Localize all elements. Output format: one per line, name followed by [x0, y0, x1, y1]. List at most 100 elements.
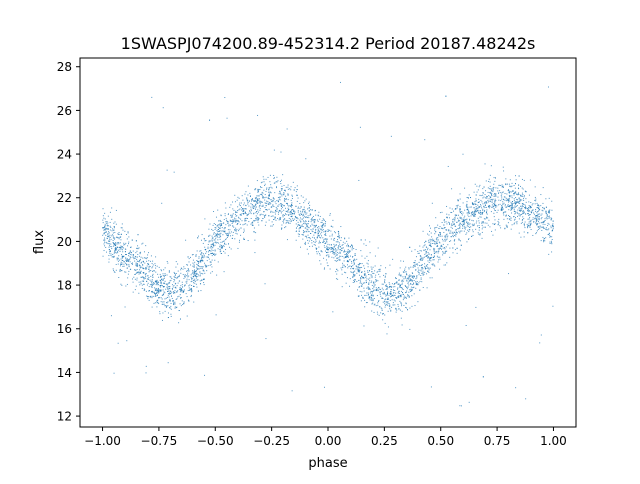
data-point: [486, 211, 488, 213]
data-point: [332, 311, 334, 313]
data-point: [512, 191, 514, 193]
data-point: [306, 212, 308, 214]
data-point: [326, 262, 328, 264]
data-point: [193, 263, 195, 265]
data-point: [261, 181, 263, 183]
data-point: [196, 270, 198, 272]
data-point: [411, 276, 413, 278]
data-point: [185, 275, 187, 277]
data-point: [188, 275, 190, 277]
data-point: [521, 221, 523, 223]
data-point: [459, 217, 461, 219]
data-point: [213, 254, 215, 255]
data-point: [257, 219, 259, 221]
data-point: [400, 274, 402, 276]
data-point: [230, 248, 232, 250]
data-point: [237, 196, 239, 198]
data-point: [382, 297, 384, 299]
data-point: [375, 287, 377, 289]
data-point: [354, 254, 356, 256]
data-point: [333, 249, 335, 251]
data-point: [224, 243, 225, 245]
data-point: [494, 202, 496, 204]
data-point: [543, 238, 545, 240]
data-point: [150, 275, 152, 277]
data-point: [365, 294, 367, 296]
data-point: [434, 248, 436, 250]
data-point: [442, 252, 444, 254]
data-point: [216, 234, 218, 236]
data-point: [520, 222, 522, 224]
data-point: [251, 222, 253, 224]
data-point: [509, 215, 511, 217]
data-point: [389, 300, 391, 302]
data-point: [201, 267, 203, 269]
data-point: [224, 213, 226, 215]
data-point: [436, 241, 438, 243]
data-point: [551, 238, 553, 240]
data-point: [517, 209, 519, 211]
data-point: [298, 233, 300, 235]
data-point: [243, 202, 245, 204]
data-point: [319, 260, 321, 262]
data-point: [421, 268, 423, 270]
data-point: [132, 291, 134, 293]
data-point: [521, 199, 523, 201]
data-point: [103, 217, 105, 219]
data-point: [527, 232, 529, 234]
data-point: [354, 274, 356, 276]
data-point: [292, 181, 294, 183]
data-point: [402, 271, 404, 273]
data-point: [372, 295, 374, 297]
data-point: [485, 201, 487, 203]
data-point: [515, 212, 517, 214]
data-point: [259, 214, 261, 216]
data-point: [202, 273, 204, 275]
data-point: [259, 208, 261, 210]
data-point: [525, 201, 527, 203]
data-point: [289, 213, 291, 215]
data-point: [372, 290, 374, 292]
data-point: [159, 285, 161, 287]
data-point: [448, 229, 450, 231]
data-point: [492, 223, 494, 225]
data-point: [295, 239, 297, 241]
data-point: [290, 199, 292, 201]
data-point: [247, 203, 249, 205]
data-point: [437, 261, 439, 263]
data-point: [488, 180, 490, 182]
data-point: [455, 205, 457, 207]
data-point: [264, 199, 266, 201]
data-point: [504, 211, 506, 213]
data-point: [322, 237, 324, 239]
data-point: [383, 291, 385, 293]
data-point: [209, 119, 211, 121]
data-point: [343, 257, 345, 259]
data-point: [192, 270, 194, 272]
data-point: [494, 203, 496, 205]
data-point: [162, 312, 164, 314]
data-point: [527, 218, 529, 220]
data-point: [439, 268, 441, 270]
data-point: [438, 234, 440, 236]
data-point: [530, 229, 532, 231]
data-point: [504, 227, 506, 229]
data-point: [423, 249, 425, 251]
data-point: [118, 232, 120, 234]
data-point: [545, 217, 547, 219]
data-point: [407, 277, 409, 279]
data-point: [290, 189, 292, 191]
data-point: [397, 292, 399, 294]
data-point: [200, 250, 202, 252]
data-point: [430, 232, 432, 234]
data-point: [346, 256, 348, 258]
data-point: [474, 211, 476, 213]
data-point: [255, 208, 257, 210]
data-point: [362, 276, 364, 278]
data-point: [465, 219, 467, 221]
data-point: [476, 185, 478, 187]
data-point: [300, 225, 302, 227]
data-point: [330, 238, 332, 240]
data-point: [531, 209, 533, 211]
data-point: [467, 223, 469, 225]
